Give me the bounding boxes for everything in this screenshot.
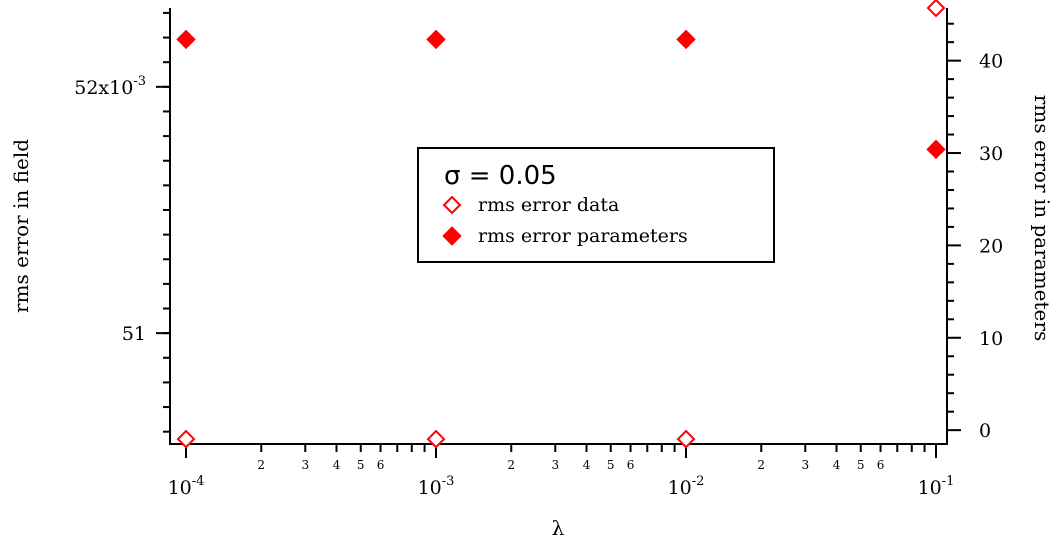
x-minor-tick-label: 2 (257, 458, 265, 472)
x-tick-label: 10-1 (918, 474, 955, 499)
right-y-axis-title: rms error in parameters (1030, 95, 1054, 341)
right-y-ticks: 0 10 20 30 40 (947, 22, 1003, 442)
left-y-ticks: 51 52x10-3 (74, 11, 170, 433)
x-minor-tick-label: 5 (357, 458, 365, 472)
x-minor-tick-label: 4 (333, 458, 341, 472)
data-point-open-diamond (176, 429, 196, 449)
x-minor-tick-label: 6 (377, 458, 385, 472)
data-point-open-diamond (926, 0, 946, 18)
x-minor-tick-label: 4 (833, 458, 841, 472)
data-point-open-diamond (676, 429, 696, 449)
x-minor-tick-label: 6 (627, 458, 635, 472)
right-y-tick-label: 0 (979, 420, 991, 442)
data-point-filled-diamond (426, 29, 446, 50)
x-tick-label: 10-4 (168, 474, 205, 499)
data-point-filled-diamond (176, 29, 196, 50)
legend-box (417, 147, 775, 263)
left-y-axis-title: rms error in field (9, 139, 33, 313)
x-minor-tick-label: 4 (583, 458, 591, 472)
legend-title: σ = 0.05 (444, 161, 557, 191)
left-y-tick-label: 51 (122, 323, 146, 345)
x-tick-label: 10-3 (418, 474, 455, 499)
x-ticks: 10-4 10-3 10-2 10-12 3 4 5 6 2 3 4 5 6 2 3 4 5 6 (168, 444, 955, 499)
legend-marker (442, 195, 462, 215)
right-y-tick-label: 10 (979, 328, 1003, 350)
legend-entry-label: rms error data (478, 194, 619, 216)
data-point-filled-diamond (926, 139, 946, 160)
x-tick-label: 10-2 (668, 474, 705, 499)
right-y-tick-label: 40 (979, 51, 1003, 73)
x-minor-tick-label: 5 (607, 458, 615, 472)
x-minor-tick-label: 2 (507, 458, 515, 472)
right-y-tick-label: 20 (979, 235, 1003, 257)
x-minor-tick-label: 6 (877, 458, 885, 472)
data-point-open-diamond (426, 429, 446, 449)
x-minor-tick-label: 2 (757, 458, 765, 472)
legend-marker (442, 226, 462, 246)
data-points (176, 0, 946, 449)
data-point-filled-diamond (676, 29, 696, 50)
x-minor-tick-label: 3 (551, 458, 559, 472)
legend-entry-label: rms error parameters (478, 225, 688, 247)
x-axis-title: λ (552, 516, 565, 540)
left-y-tick-label: 52x10-3 (74, 74, 146, 99)
x-minor-tick-label: 3 (801, 458, 809, 472)
x-minor-tick-label: 3 (301, 458, 309, 472)
x-minor-tick-label: 5 (857, 458, 865, 472)
legend: σ = 0.05 rms error data rms error paramet… (417, 147, 775, 263)
legend-items: rms error data rms error parameters (442, 194, 688, 247)
right-y-tick-label: 30 (979, 143, 1003, 165)
